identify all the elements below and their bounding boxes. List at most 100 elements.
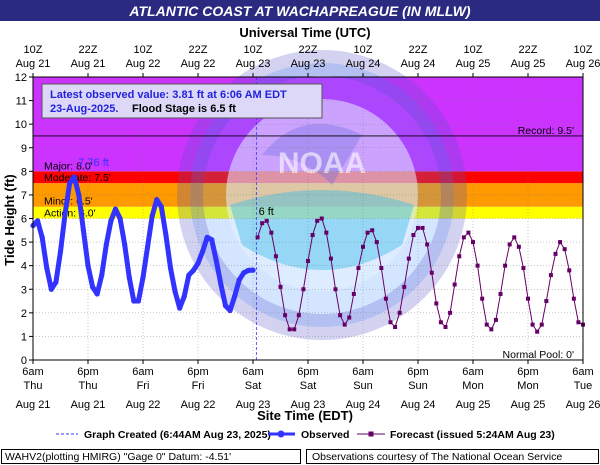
latest-value-box: Latest observed value: 3.81 ft at 6:06 A… <box>41 83 323 119</box>
forecast-point <box>356 266 361 271</box>
forecast-point <box>264 218 269 223</box>
forecast-point <box>480 296 485 301</box>
observed-point <box>112 206 119 212</box>
forecast-point <box>411 233 416 238</box>
forecast-point <box>269 230 274 235</box>
forecast-point <box>278 284 283 289</box>
top-tick-time: 10Z <box>574 44 593 56</box>
y-tick-label: 2 <box>21 308 27 320</box>
y-axis-label: Tide Height (ft) <box>2 174 17 265</box>
legend-forecast-marker <box>368 431 374 437</box>
observed-point <box>181 293 187 299</box>
forecast-point <box>558 240 563 245</box>
x-tick-date: Aug 22 <box>181 399 216 411</box>
x-tick-day: Mon <box>462 380 483 392</box>
y-tick-label: 6 <box>21 214 27 226</box>
observed-point <box>39 234 45 240</box>
top-tick-date: Aug 26 <box>566 58 600 70</box>
observed-point <box>80 227 87 233</box>
top-tick-date: Aug 21 <box>71 58 106 70</box>
forecast-point <box>328 256 333 261</box>
top-tick-time: 10Z <box>244 44 263 56</box>
forecast-point <box>383 296 388 301</box>
forecast-point <box>388 320 393 325</box>
observed-point <box>227 307 233 314</box>
y-tick-label: 8 <box>21 166 27 178</box>
x-tick-date: Aug 21 <box>71 399 106 411</box>
observed-point <box>177 305 183 311</box>
x-tick-day: Sun <box>353 380 373 392</box>
forecast-point <box>416 225 420 230</box>
top-tick-date: Aug 21 <box>16 58 51 70</box>
forecast-point <box>374 240 379 245</box>
x-tick-date: Aug 24 <box>346 399 381 411</box>
observed-point <box>62 211 68 217</box>
forecast-point <box>402 284 407 289</box>
x-tick-date: Aug 23 <box>236 399 271 411</box>
observed-point <box>218 281 224 288</box>
watermark-wave <box>230 190 414 270</box>
x-tick-day: Sat <box>300 380 317 392</box>
x-tick-time: 6am <box>352 366 373 378</box>
forecast-point <box>571 296 576 301</box>
chart-title: ATLANTIC COAST AT WACHAPREAGUE (IN MLLW) <box>128 3 470 19</box>
forecast-point <box>562 247 567 252</box>
observed-point <box>245 267 252 273</box>
observed-point <box>172 289 178 295</box>
forecast-point <box>452 282 457 287</box>
forecast-point <box>333 287 338 292</box>
x-tick-date: Aug 22 <box>126 399 161 411</box>
footer-right-box <box>306 449 599 464</box>
forecast-point <box>548 273 553 278</box>
footer-left-box <box>1 449 301 464</box>
x-tick-day: Thu <box>24 380 43 392</box>
observed-point <box>167 265 174 271</box>
top-tick-time: 22Z <box>79 44 98 56</box>
forecast-point <box>489 327 494 332</box>
observed-point <box>94 291 100 297</box>
forecast-point <box>457 254 462 259</box>
forecast-point <box>273 254 278 259</box>
x-tick-time: 6am <box>132 366 153 378</box>
y-tick-label: 12 <box>15 72 27 84</box>
forecast-point <box>406 256 411 261</box>
forecast-point <box>553 251 558 256</box>
forecast-point <box>530 322 535 327</box>
top-tick-time: 22Z <box>519 44 538 56</box>
observed-point <box>34 218 41 224</box>
y-tick-label: 7 <box>21 190 27 202</box>
x-tick-day: Sat <box>245 380 262 392</box>
top-tick-time: 22Z <box>409 44 428 56</box>
x-tick-date: Aug 23 <box>291 399 326 411</box>
top-tick-date: Aug 22 <box>126 58 161 70</box>
forecast-point <box>370 228 375 233</box>
top-tick-time: 10Z <box>354 44 373 56</box>
forecast-point <box>397 310 402 315</box>
forecast-point <box>526 296 530 301</box>
forecast-point <box>448 310 453 315</box>
forecast-point <box>301 287 306 292</box>
top-tick-time: 10Z <box>464 44 483 56</box>
observed-point <box>44 265 50 271</box>
observed-point <box>241 270 247 276</box>
forecast-point <box>516 244 521 249</box>
band-label-0: Action: 6.0' <box>44 208 96 220</box>
forecast-point <box>420 225 425 230</box>
forecast-point <box>567 268 572 273</box>
x-tick-date: Aug 21 <box>16 399 51 411</box>
y-tick-label: 4 <box>21 261 27 273</box>
top-tick-date: Aug 22 <box>181 58 216 70</box>
observed-point <box>190 267 197 273</box>
observed-point <box>199 248 206 255</box>
observed-point <box>103 241 109 248</box>
forecast-point <box>475 263 480 268</box>
y-tick-label: 0 <box>21 355 27 367</box>
top-tick-date: Aug 25 <box>511 58 546 70</box>
observed-point <box>158 204 164 210</box>
forecast-point <box>342 322 347 327</box>
band-label-2: Moderate: 7.5' <box>44 172 111 184</box>
forecast-point <box>443 324 448 329</box>
x-tick-date: Aug 25 <box>511 399 546 411</box>
top-tick-time: 10Z <box>134 44 153 56</box>
